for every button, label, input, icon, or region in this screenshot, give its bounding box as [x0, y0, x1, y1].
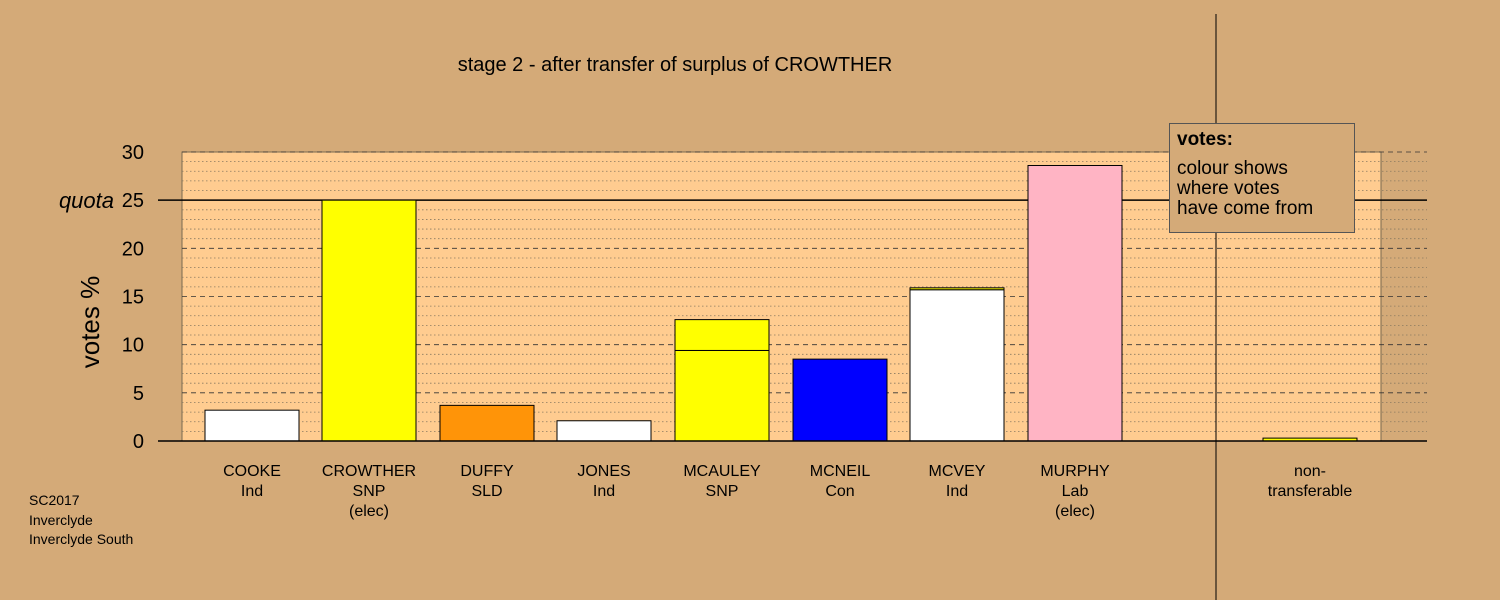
category-name-label: MCAULEY	[683, 463, 761, 480]
category-name-label: JONES	[577, 463, 630, 480]
category-party-label: SLD	[471, 483, 502, 500]
bar-mcneil-segment-1	[792, 358, 888, 442]
legend-box: votes: colour shows where votes have com…	[1169, 123, 1355, 233]
category-party-label: Lab	[1062, 483, 1089, 500]
legend-line-1: colour shows	[1177, 158, 1288, 179]
nontransferable-label-line-1: non-	[1294, 463, 1326, 480]
category-status-label: (elec)	[349, 503, 389, 520]
y-tick-label: 10	[122, 335, 144, 357]
bar-murphy-segment-1	[1027, 164, 1123, 442]
category-name-label: DUFFY	[460, 463, 514, 480]
category-party-label: Ind	[593, 483, 615, 500]
category-name-label: CROWTHER	[322, 463, 416, 480]
y-tick-label: 20	[122, 238, 144, 260]
chart-title: stage 2 - after transfer of surplus of C…	[458, 54, 893, 76]
bar-mcauley-segment-1	[674, 349, 770, 442]
footer-ward: Inverclyde South	[29, 531, 134, 547]
bar-mcvey-segment-2	[909, 287, 1005, 291]
category-name-label: MCVEY	[929, 463, 986, 480]
legend-title: votes:	[1177, 129, 1233, 150]
category-status-label: (elec)	[1055, 503, 1095, 520]
category-party-label: SNP	[353, 483, 386, 500]
bar-jones-segment-1	[556, 420, 652, 442]
category-name-label: COOKE	[223, 463, 281, 480]
legend-line-2: where votes	[1177, 178, 1280, 199]
bar-mcvey-segment-1	[909, 289, 1005, 442]
y-tick-label: 0	[133, 431, 144, 453]
category-name-label: MCNEIL	[810, 463, 871, 480]
y-tick-label: 15	[122, 287, 144, 309]
bar-crowther-segment-1	[321, 199, 417, 442]
category-party-label: Ind	[241, 483, 263, 500]
bar-cooke-segment-1	[204, 409, 300, 442]
footer: SC2017 Inverclyde Inverclyde South	[29, 491, 133, 550]
legend-line-3: have come from	[1177, 198, 1314, 219]
bar-duffy-segment-1	[439, 404, 535, 442]
y-axis-label: votes %	[75, 276, 105, 369]
nontransferable-label-line-2: transferable	[1268, 483, 1353, 500]
quota-label: quota	[59, 188, 114, 213]
y-tick-label: 30	[122, 142, 144, 164]
category-party-label: SNP	[706, 483, 739, 500]
category-party-label: Ind	[946, 483, 968, 500]
y-tick-label: 25	[122, 190, 144, 212]
footer-election: SC2017	[29, 492, 80, 508]
footer-council: Inverclyde	[29, 511, 93, 528]
category-name-label: MURPHY	[1040, 463, 1110, 480]
category-party-label: Con	[825, 483, 854, 500]
bar-mcauley-segment-2	[674, 319, 770, 351]
y-tick-label: 5	[133, 383, 144, 405]
